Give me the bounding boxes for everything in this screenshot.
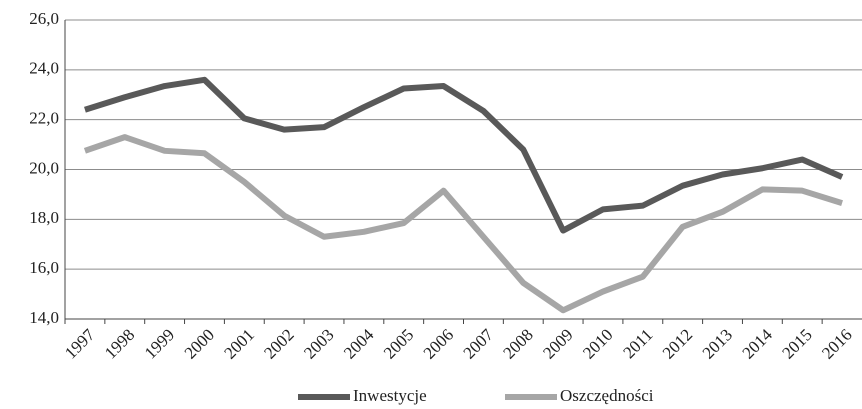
x-tick-label: 2013 <box>699 325 736 362</box>
x-tick-label: 1998 <box>101 325 138 362</box>
y-tick-label: 14,0 <box>29 308 59 327</box>
x-tick-label: 2016 <box>818 325 855 362</box>
x-tick-label: 2010 <box>579 325 616 362</box>
x-tick-label: 2008 <box>499 325 536 362</box>
x-tick-label: 2000 <box>181 325 218 362</box>
x-tick-label: 2012 <box>659 325 696 362</box>
x-tick-label: 2005 <box>380 325 417 362</box>
x-tick-label: 2001 <box>220 325 257 362</box>
x-tick-label: 2003 <box>300 325 337 362</box>
series-line <box>84 76 844 234</box>
x-tick-label: 2002 <box>260 325 297 362</box>
x-tick-label: 2004 <box>340 325 378 363</box>
legend-label: Oszczędności <box>560 386 654 405</box>
x-tick-label: 2007 <box>460 325 498 363</box>
y-tick-label: 20,0 <box>29 158 59 177</box>
y-tick-label: 26,0 <box>29 9 59 28</box>
x-tick-label: 1999 <box>141 325 178 362</box>
x-tick-label: 2014 <box>738 325 776 363</box>
x-tick-label: 2009 <box>539 325 576 362</box>
y-tick-label: 16,0 <box>29 258 59 277</box>
y-tick-label: 18,0 <box>29 208 59 227</box>
y-tick-label: 24,0 <box>29 59 59 78</box>
y-tick-label: 22,0 <box>29 109 59 128</box>
x-tick-label: 2011 <box>619 325 656 362</box>
x-tick-label: 2006 <box>420 325 457 362</box>
legend-label: Inwestycje <box>353 386 427 405</box>
x-tick-label: 1997 <box>61 325 99 363</box>
series-line <box>83 134 843 314</box>
x-tick-label: 2015 <box>778 325 815 362</box>
